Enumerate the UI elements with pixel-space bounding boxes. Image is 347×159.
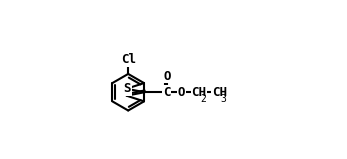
Text: 2: 2 [200,94,206,104]
Text: CH: CH [191,86,206,99]
Text: Cl: Cl [121,53,136,66]
Text: 3: 3 [221,94,227,104]
Text: S: S [123,82,130,95]
Text: C: C [163,86,171,99]
Text: O: O [163,70,171,83]
Text: CH: CH [212,86,227,99]
Text: O: O [177,86,185,99]
